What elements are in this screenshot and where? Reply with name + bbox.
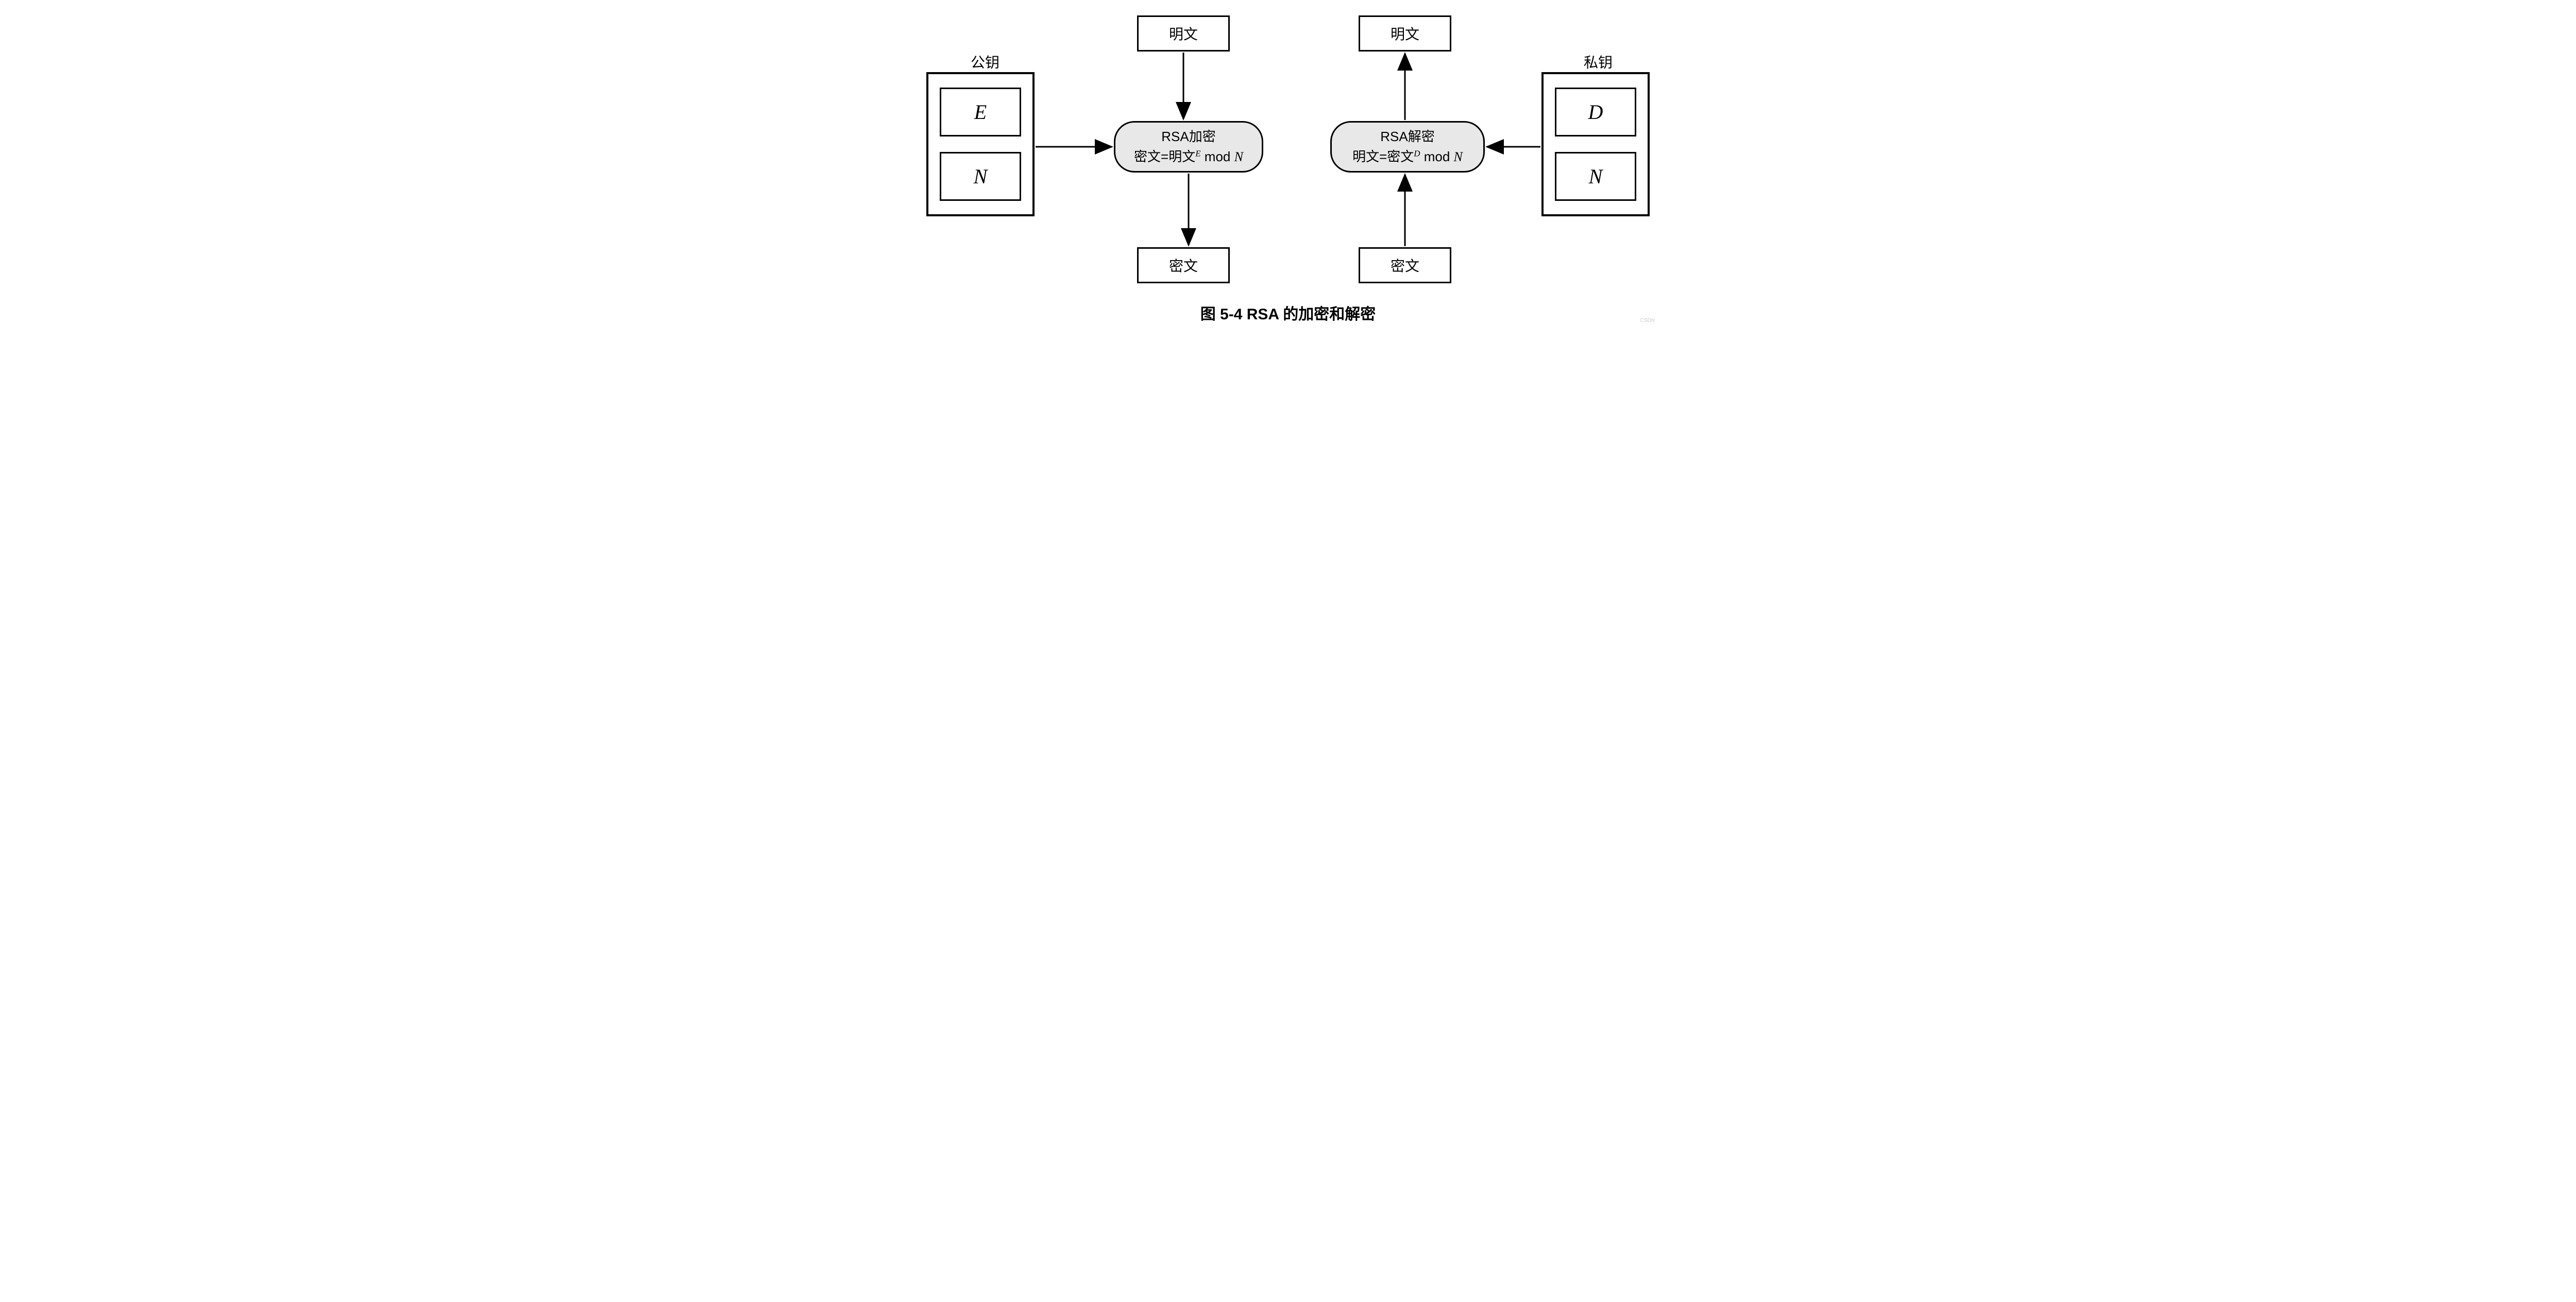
decrypt-ciphertext-box: 密文	[1359, 247, 1451, 283]
decrypt-plaintext-label: 明文	[1391, 23, 1419, 44]
encrypt-ciphertext-box: 密文	[1137, 247, 1230, 283]
public-key-n: N	[974, 164, 988, 189]
diagram-canvas: 公钥 E N 明文 RSA加密 密文=明文E mod N 密文 私钥 D N 明…	[918, 0, 1658, 326]
private-key-d-box: D	[1555, 88, 1636, 136]
encrypt-process-formula: 密文=明文E mod N	[1134, 147, 1243, 167]
private-key-n: N	[1589, 164, 1603, 189]
encrypt-process-title: RSA加密	[1161, 127, 1215, 147]
figure-caption: 图 5-4 RSA 的加密和解密	[918, 301, 1658, 324]
decrypt-process-title: RSA解密	[1380, 127, 1434, 147]
private-key-d: D	[1588, 100, 1603, 124]
decrypt-plaintext-box: 明文	[1359, 15, 1451, 52]
decrypt-process: RSA解密 明文=密文D mod N	[1330, 121, 1485, 173]
private-key-label: 私钥	[1567, 52, 1629, 72]
encrypt-plaintext-box: 明文	[1137, 15, 1230, 52]
encrypt-ciphertext-label: 密文	[1169, 255, 1198, 276]
public-key-label: 公钥	[954, 52, 1016, 72]
public-key-e: E	[974, 100, 987, 124]
encrypt-process: RSA加密 密文=明文E mod N	[1114, 121, 1263, 173]
watermark: CSDN	[1640, 318, 1655, 323]
decrypt-process-formula: 明文=密文D mod N	[1352, 147, 1463, 167]
encrypt-plaintext-label: 明文	[1169, 23, 1198, 44]
public-key-e-box: E	[940, 88, 1021, 136]
decrypt-ciphertext-label: 密文	[1391, 255, 1419, 276]
public-key-n-box: N	[940, 152, 1021, 201]
private-key-n-box: N	[1555, 152, 1636, 201]
